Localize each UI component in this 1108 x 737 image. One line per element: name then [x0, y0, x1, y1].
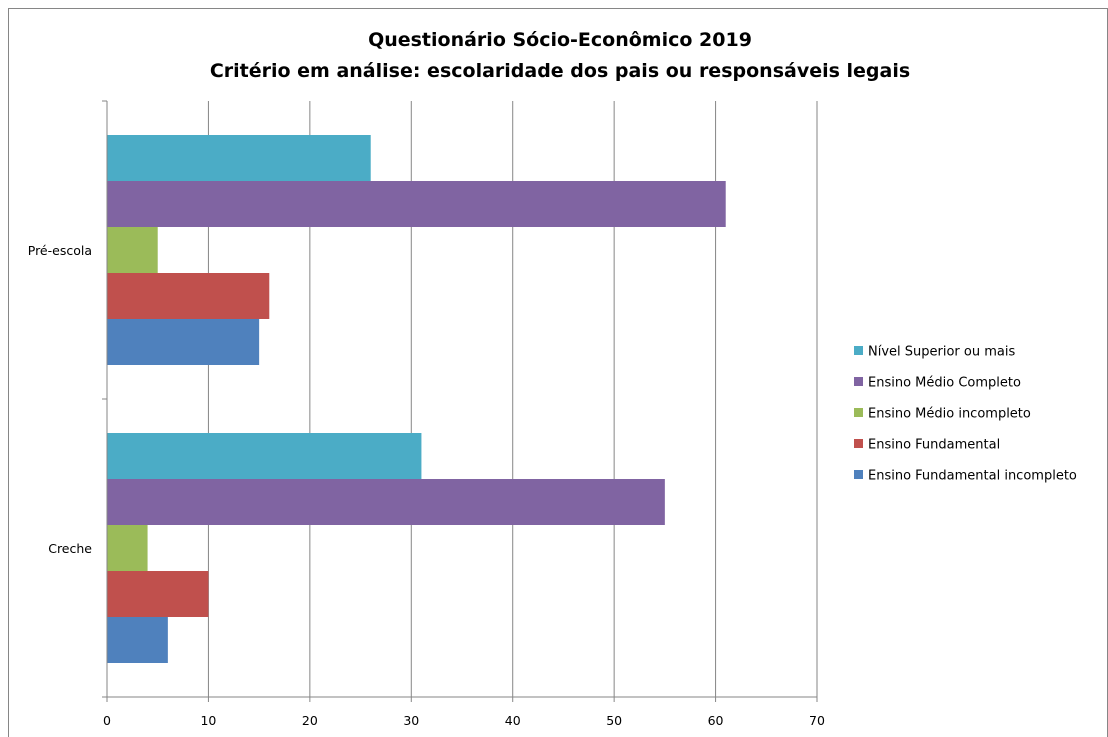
bar: [107, 525, 148, 571]
x-tick-label: 10: [200, 713, 216, 728]
bar: [107, 181, 726, 227]
y-category-label: Pré-escola: [28, 243, 92, 258]
x-tick-label: 30: [403, 713, 419, 728]
bar: [107, 433, 422, 479]
legend-swatch: [854, 408, 863, 417]
legend: Nível Superior ou mais Ensino Médio Compl…: [854, 345, 1077, 484]
legend-label: Nível Superior ou mais: [868, 345, 1015, 360]
y-category-label: Creche: [48, 541, 92, 556]
x-tick-label: 0: [103, 713, 111, 728]
chart-title-line-1: Questionário Sócio-Econômico 2019: [368, 29, 752, 51]
x-tick-label: 50: [606, 713, 622, 728]
x-tick-label: 60: [708, 713, 724, 728]
bar: [107, 479, 665, 525]
legend-swatch: [854, 439, 863, 448]
bar: [107, 617, 168, 663]
legend-label: Ensino Fundamental incompleto: [868, 469, 1077, 484]
bars-layer: [107, 135, 726, 663]
chart-border: [8, 8, 1108, 737]
bar: [107, 273, 270, 319]
x-tick-label: 70: [809, 713, 825, 728]
bar: [107, 227, 158, 273]
legend-swatch: [854, 470, 863, 479]
bar: [107, 571, 209, 617]
legend-label: Ensino Médio incompleto: [868, 407, 1031, 422]
x-tick-label: 20: [302, 713, 318, 728]
chart-title-line-2: Critério em análise: escolaridade dos pa…: [210, 60, 910, 82]
bar: [107, 135, 371, 181]
legend-swatch: [854, 377, 863, 386]
x-tick-label: 40: [505, 713, 521, 728]
legend-label: Ensino Médio Completo: [868, 376, 1021, 391]
legend-label: Ensino Fundamental: [868, 438, 1000, 453]
bar: [107, 319, 260, 365]
axis-layer: 0 10 20 30 40 50 60 70 Creche Pré-escola: [28, 100, 825, 728]
legend-swatch: [854, 346, 863, 355]
